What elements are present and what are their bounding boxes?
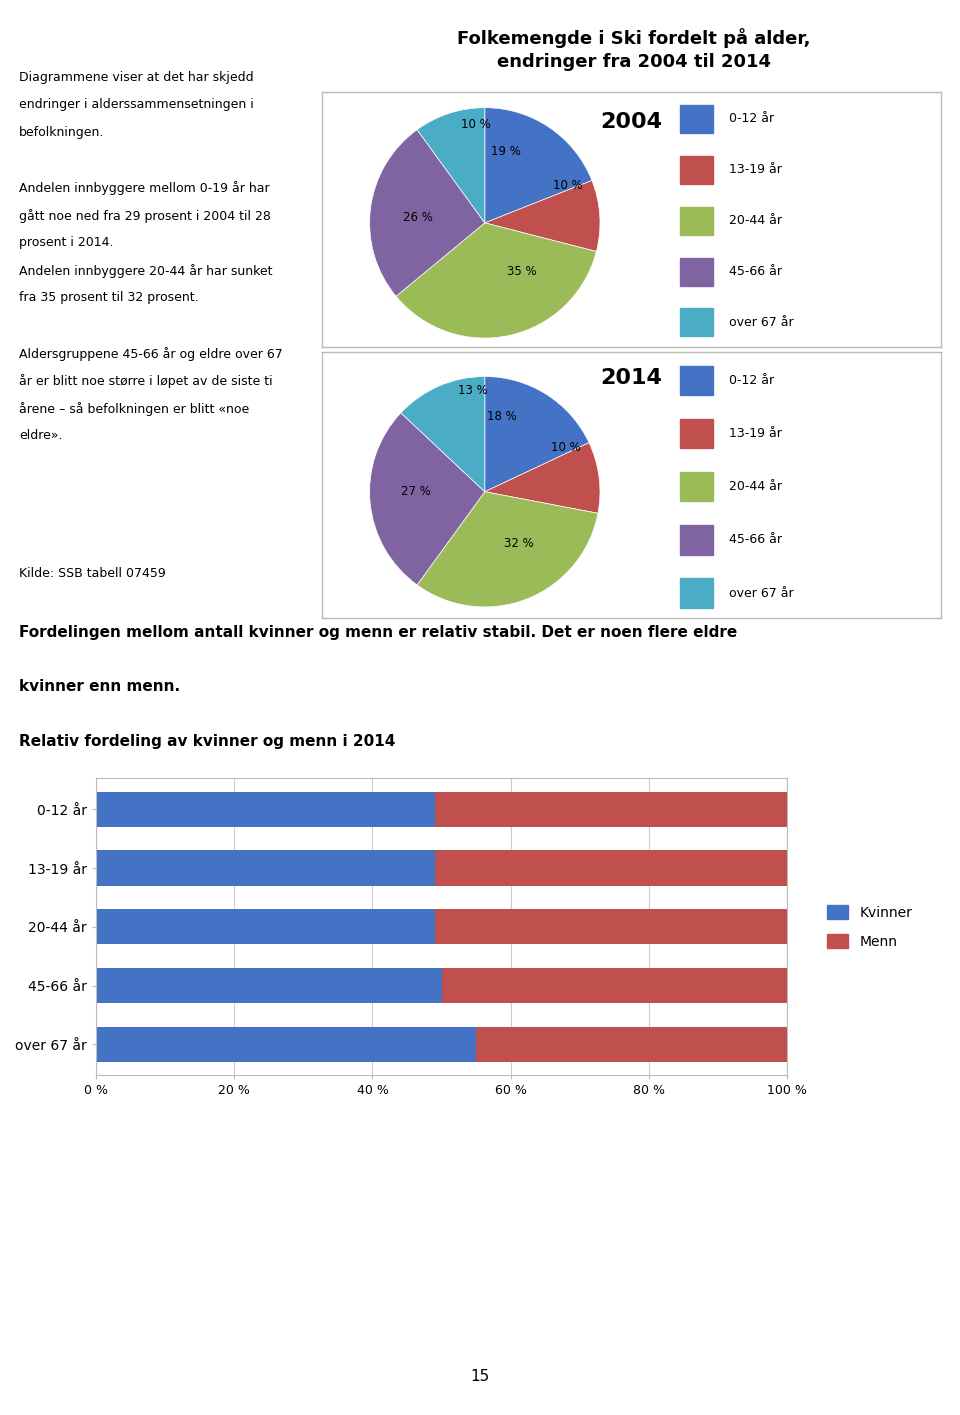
Bar bbox=[680, 419, 713, 449]
Bar bbox=[435, 850, 787, 886]
Text: 10 %: 10 % bbox=[551, 441, 580, 454]
Text: 0-12 år: 0-12 år bbox=[729, 374, 774, 386]
Wedge shape bbox=[485, 108, 592, 224]
Text: Diagrammene viser at det har skjedd: Diagrammene viser at det har skjedd bbox=[19, 71, 253, 83]
Text: år er blitt noe større i løpet av de siste ti: år er blitt noe større i løpet av de sis… bbox=[19, 374, 273, 388]
Text: 2014: 2014 bbox=[600, 368, 662, 388]
Text: gått noe ned fra 29 prosent i 2004 til 28: gått noe ned fra 29 prosent i 2004 til 2… bbox=[19, 209, 271, 222]
Wedge shape bbox=[417, 108, 485, 224]
Bar bbox=[680, 579, 713, 607]
Text: befolkningen.: befolkningen. bbox=[19, 126, 105, 139]
Wedge shape bbox=[396, 224, 596, 338]
Wedge shape bbox=[370, 130, 485, 296]
Bar bbox=[96, 968, 442, 1003]
Text: 10 %: 10 % bbox=[553, 180, 583, 192]
Bar bbox=[435, 910, 787, 944]
Text: årene – så befolkningen er blitt «noe: årene – så befolkningen er blitt «noe bbox=[19, 402, 250, 416]
Bar bbox=[96, 1027, 476, 1061]
Text: Relativ fordeling av kvinner og menn i 2014: Relativ fordeling av kvinner og menn i 2… bbox=[19, 734, 396, 749]
Bar bbox=[680, 105, 713, 133]
Text: 13-19 år: 13-19 år bbox=[729, 163, 781, 175]
Text: eldre».: eldre». bbox=[19, 430, 62, 443]
Text: 20-44 år: 20-44 år bbox=[729, 480, 782, 494]
Wedge shape bbox=[485, 443, 600, 514]
Text: fra 35 prosent til 32 prosent.: fra 35 prosent til 32 prosent. bbox=[19, 291, 199, 304]
Bar bbox=[476, 1027, 787, 1061]
Bar bbox=[442, 968, 787, 1003]
Bar bbox=[96, 850, 435, 886]
Text: 35 %: 35 % bbox=[507, 265, 537, 277]
Text: over 67 år: over 67 år bbox=[729, 316, 794, 328]
Text: 15: 15 bbox=[470, 1368, 490, 1384]
Bar bbox=[680, 156, 713, 184]
Text: 27 %: 27 % bbox=[400, 485, 431, 498]
Wedge shape bbox=[485, 376, 589, 491]
Text: 0-12 år: 0-12 år bbox=[729, 112, 774, 125]
Bar bbox=[680, 308, 713, 337]
Bar bbox=[680, 473, 713, 501]
Text: 19 %: 19 % bbox=[491, 144, 520, 158]
Text: 10 %: 10 % bbox=[461, 119, 491, 132]
Text: kvinner enn menn.: kvinner enn menn. bbox=[19, 679, 180, 693]
Text: prosent i 2014.: prosent i 2014. bbox=[19, 236, 113, 249]
Wedge shape bbox=[485, 181, 600, 252]
Text: Fordelingen mellom antall kvinner og menn er relativ stabil. Det er noen flere e: Fordelingen mellom antall kvinner og men… bbox=[19, 625, 737, 641]
Text: 26 %: 26 % bbox=[403, 211, 433, 224]
Bar bbox=[680, 258, 713, 286]
Wedge shape bbox=[370, 413, 485, 584]
Text: 18 %: 18 % bbox=[488, 410, 516, 423]
Text: Andelen innbyggere 20-44 år har sunket: Andelen innbyggere 20-44 år har sunket bbox=[19, 265, 273, 277]
Wedge shape bbox=[417, 491, 598, 607]
Bar bbox=[96, 792, 435, 826]
Text: over 67 år: over 67 år bbox=[729, 587, 794, 600]
Bar bbox=[680, 207, 713, 235]
Text: 2004: 2004 bbox=[600, 112, 662, 133]
Bar bbox=[435, 792, 787, 826]
Text: 45-66 år: 45-66 år bbox=[729, 265, 782, 277]
Text: 32 %: 32 % bbox=[505, 538, 534, 550]
Text: 13 %: 13 % bbox=[459, 383, 488, 396]
Text: 45-66 år: 45-66 år bbox=[729, 533, 782, 546]
Text: Andelen innbyggere mellom 0-19 år har: Andelen innbyggere mellom 0-19 år har bbox=[19, 181, 270, 195]
Text: endringer i alderssammensetningen i: endringer i alderssammensetningen i bbox=[19, 99, 254, 112]
Legend: Kvinner, Menn: Kvinner, Menn bbox=[822, 900, 918, 954]
Text: Kilde: SSB tabell 07459: Kilde: SSB tabell 07459 bbox=[19, 567, 166, 580]
Text: Folkemengde i Ski fordelt på alder,
endringer fra 2004 til 2014: Folkemengde i Ski fordelt på alder, endr… bbox=[457, 28, 810, 71]
Bar bbox=[680, 365, 713, 395]
Text: Aldersgruppene 45-66 år og eldre over 67: Aldersgruppene 45-66 år og eldre over 67 bbox=[19, 347, 283, 361]
Wedge shape bbox=[401, 376, 485, 491]
Bar bbox=[96, 910, 435, 944]
Text: 20-44 år: 20-44 år bbox=[729, 214, 782, 226]
Text: 13-19 år: 13-19 år bbox=[729, 427, 781, 440]
Bar bbox=[680, 525, 713, 555]
